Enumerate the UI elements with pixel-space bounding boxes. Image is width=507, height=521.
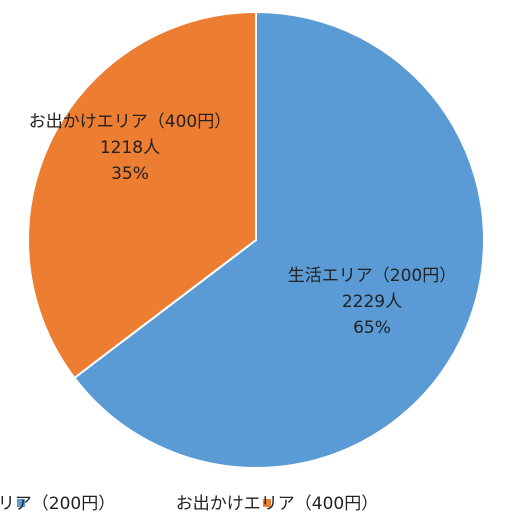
pie-slice [27,10,257,380]
slice-category: お出かけエリア（400円） [29,112,231,132]
slice-value: 2229人 [342,292,402,312]
legend-swatch [263,499,271,507]
legend-label: 生活エリア（200円） [0,494,115,514]
slice-percent: 65% [353,318,391,338]
slice-value: 1218人 [100,138,160,158]
slice-category: 生活エリア（200円） [288,266,456,286]
legend-label: お出かけエリア（400円） [176,494,378,514]
slice-percent: 35% [111,164,149,184]
legend-swatch [17,499,25,507]
pie-slice [73,10,485,469]
